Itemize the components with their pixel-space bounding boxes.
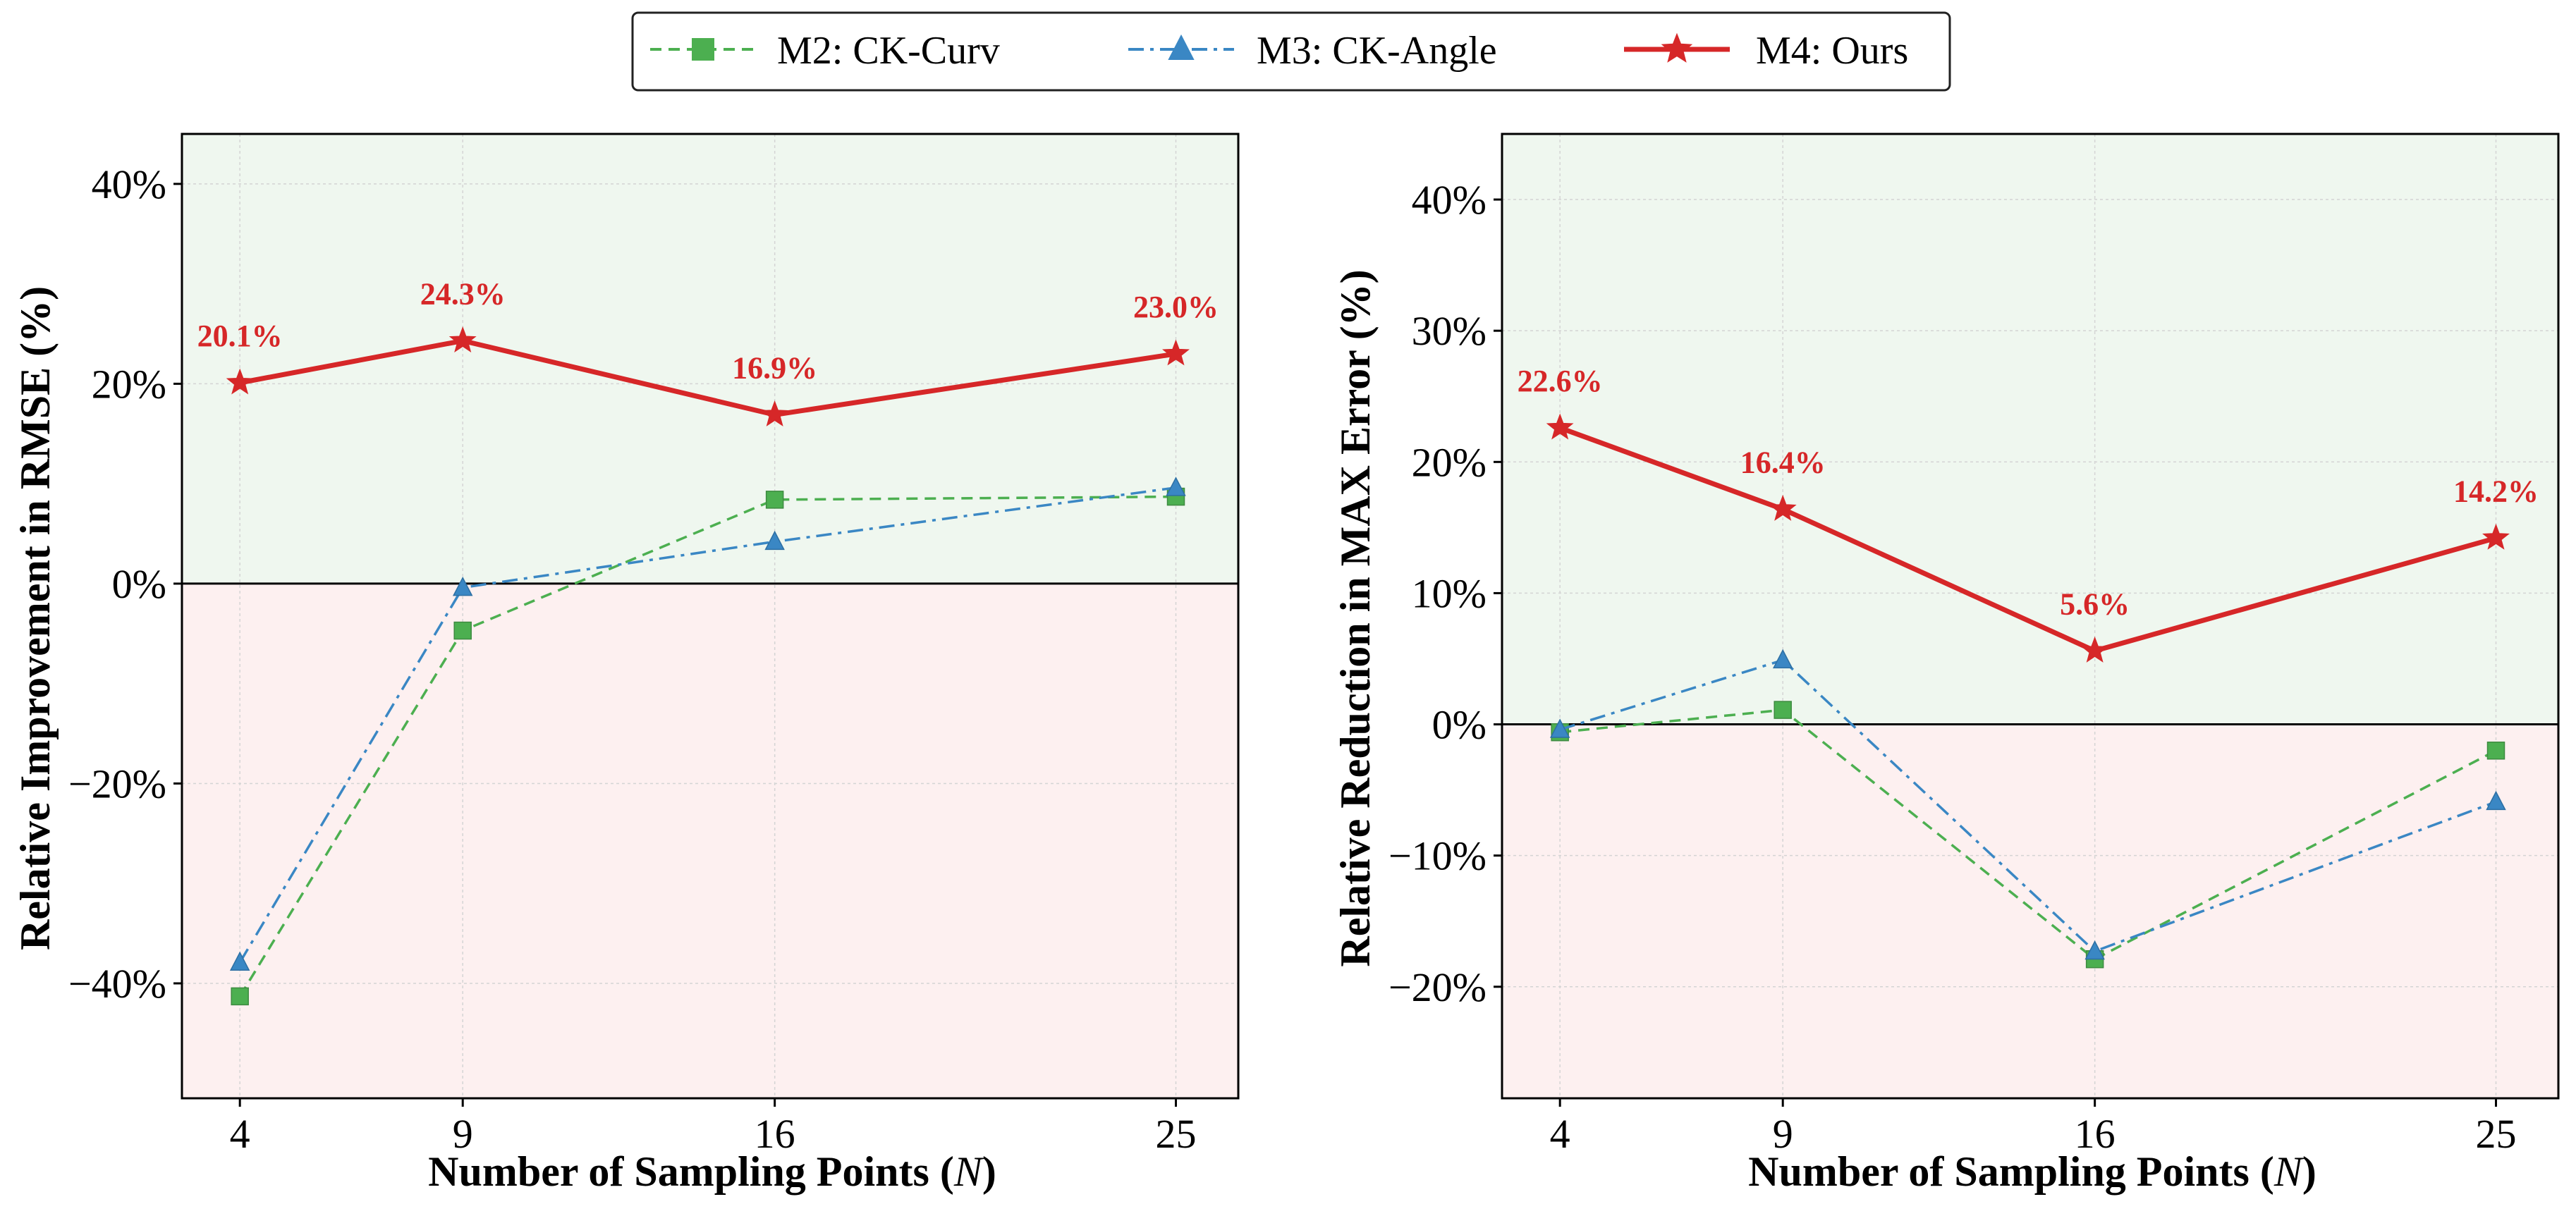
region-negative-rmse bbox=[182, 583, 1238, 1098]
point-ours bbox=[761, 400, 789, 426]
y-tick-label: −20% bbox=[68, 761, 166, 806]
square-icon bbox=[692, 38, 714, 61]
point-curv bbox=[2486, 742, 2505, 760]
plot-frame-rmse bbox=[181, 133, 1240, 1100]
series-line-angle bbox=[1559, 658, 2497, 953]
legend: M2: CK-Curv M3: CK-Angle M4: Ours bbox=[631, 11, 1951, 92]
y-tick-label: 40% bbox=[92, 161, 166, 207]
legend-label-ours: M4: Ours bbox=[1756, 29, 1908, 73]
point-angle bbox=[229, 951, 250, 971]
x-ticks-max: 4 9 16 25 bbox=[1550, 1098, 2517, 1157]
series-line-curv bbox=[1560, 708, 2497, 961]
point-angle bbox=[1166, 477, 1186, 496]
legend-label-angle: M3: CK-Angle bbox=[1257, 29, 1497, 73]
y-ticks-max: −20% −10% 0% 10% 20% 30% 40% bbox=[1388, 177, 1502, 1010]
series-line-ours bbox=[1558, 425, 2497, 653]
point-angle bbox=[764, 530, 785, 551]
series-line-ours bbox=[239, 338, 1177, 417]
triangle-icon bbox=[1168, 34, 1195, 60]
legend-item-ours[interactable]: M4: Ours bbox=[1624, 29, 1908, 73]
y-tick-label: 0% bbox=[112, 561, 166, 607]
x-ticks-rmse: 4 9 16 25 bbox=[230, 1098, 1197, 1157]
point-ours bbox=[2482, 523, 2510, 550]
legend-label-curv: M2: CK-Curv bbox=[777, 29, 1000, 73]
chart-rmse: 20.1% 24.3% 16.9% 23.0% −40% −20% 0% 20% 40% 4 9… bbox=[12, 133, 1240, 1195]
point-curv bbox=[1774, 701, 1792, 719]
data-label-ours: 16.4% bbox=[1740, 445, 1826, 479]
data-label-ours: 16.9% bbox=[732, 350, 817, 385]
legend-item-curv[interactable]: M2: CK-Curv bbox=[650, 29, 1000, 73]
point-ours bbox=[1546, 413, 1574, 440]
data-label-ours: 5.6% bbox=[2060, 586, 2130, 621]
x-tick-label: 16 bbox=[2075, 1111, 2116, 1157]
data-label-ours: 24.3% bbox=[420, 276, 506, 311]
plot-frame-max bbox=[1501, 133, 2560, 1100]
star-icon bbox=[1661, 32, 1693, 63]
point-ours bbox=[1162, 339, 1190, 366]
series-group-rmse: 20.1% 24.3% 16.9% 23.0% bbox=[197, 276, 1219, 1006]
series-line-angle bbox=[238, 486, 1176, 964]
point-curv bbox=[765, 491, 784, 509]
x-axis-title-rmse: Number of Sampling Points (N) bbox=[428, 1148, 996, 1195]
point-angle bbox=[452, 576, 473, 596]
x-tick-label: 4 bbox=[1550, 1111, 1570, 1157]
point-angle bbox=[2084, 940, 2105, 960]
y-tick-label: 10% bbox=[1412, 570, 1487, 616]
y-tick-label: 40% bbox=[1412, 177, 1487, 223]
legend-box bbox=[631, 11, 1951, 92]
x-tick-label: 16 bbox=[755, 1111, 795, 1157]
point-curv bbox=[231, 987, 249, 1006]
region-negative-max bbox=[1502, 724, 2558, 1098]
point-curv bbox=[453, 621, 472, 640]
data-label-ours: 22.6% bbox=[1518, 364, 1603, 398]
point-ours bbox=[226, 368, 254, 395]
data-label-ours: 14.2% bbox=[2453, 474, 2539, 508]
data-label-ours: 20.1% bbox=[197, 319, 283, 353]
y-axis-title-rmse: Relative Improvement in RMSE (%) bbox=[12, 286, 59, 950]
x-tick-label: 4 bbox=[230, 1111, 250, 1157]
y-tick-label: 30% bbox=[1412, 308, 1487, 354]
x-tick-label: 9 bbox=[453, 1111, 473, 1157]
x-axis-title-max: Number of Sampling Points (N) bbox=[1748, 1148, 2316, 1195]
point-angle bbox=[1772, 649, 1793, 669]
region-positive-rmse bbox=[182, 134, 1238, 584]
point-angle bbox=[2486, 790, 2506, 811]
y-tick-label: −20% bbox=[1388, 964, 1487, 1010]
data-label-ours: 23.0% bbox=[1133, 290, 1219, 324]
y-tick-label: −10% bbox=[1388, 833, 1487, 879]
chart-max-error: 22.6% 16.4% 5.6% 14.2% −20% −10% 0% 10% 20% 30% 4… bbox=[1332, 133, 2560, 1195]
point-ours bbox=[2081, 636, 2109, 663]
y-tick-label: −40% bbox=[68, 961, 166, 1007]
y-tick-label: 20% bbox=[92, 361, 166, 407]
x-tick-label: 25 bbox=[1156, 1111, 1197, 1157]
y-axis-title-max: Relative Reduction in MAX Error (%) bbox=[1332, 269, 1379, 966]
legend-item-angle[interactable]: M3: CK-Angle bbox=[1128, 29, 1497, 73]
y-tick-label: 20% bbox=[1412, 439, 1487, 485]
point-angle bbox=[1549, 718, 1570, 738]
y-ticks-rmse: −40% −20% 0% 20% 40% bbox=[68, 161, 182, 1007]
region-positive-max bbox=[1502, 134, 2558, 725]
point-ours bbox=[448, 326, 477, 352]
point-ours bbox=[1769, 494, 1797, 521]
x-tick-label: 25 bbox=[2476, 1111, 2517, 1157]
y-tick-label: 0% bbox=[1432, 702, 1487, 748]
x-tick-label: 9 bbox=[1773, 1111, 1793, 1157]
series-group-max: 22.6% 16.4% 5.6% 14.2% bbox=[1518, 364, 2539, 969]
